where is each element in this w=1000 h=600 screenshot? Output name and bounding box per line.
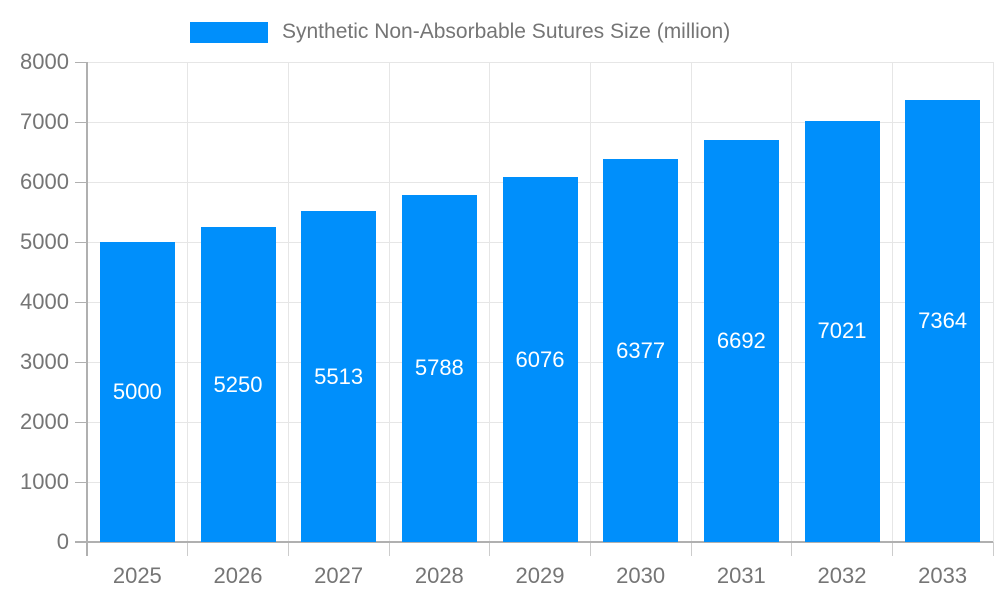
bar-value-label: 5788 <box>414 355 464 381</box>
bar[interactable]: 5788 <box>401 194 477 542</box>
x-axis-tick <box>891 542 893 556</box>
x-axis-tick-label: 2031 <box>716 563 766 588</box>
y-axis-tick-label: 7000 <box>20 109 69 134</box>
y-axis-tick-label: 2000 <box>20 409 69 434</box>
bar-value-label: 6692 <box>716 328 766 354</box>
bar-value-label: 7021 <box>817 318 867 344</box>
bar[interactable]: 7021 <box>804 120 880 542</box>
x-axis-tick <box>489 542 491 556</box>
legend-swatch-icon <box>190 21 268 43</box>
x-axis-tick-label: 2025 <box>112 563 162 588</box>
x-axis-tick <box>690 542 692 556</box>
y-axis-tick-label: 8000 <box>20 49 69 74</box>
y-axis-tick <box>75 61 87 63</box>
y-axis-tick-label: 6000 <box>20 169 69 194</box>
legend-label: Synthetic Non-Absorbable Sutures Size (m… <box>282 20 731 43</box>
x-axis-line <box>75 541 993 543</box>
gridline-horizontal <box>87 121 993 123</box>
gridline-vertical <box>891 62 893 542</box>
x-axis-tick-label: 2030 <box>616 563 666 588</box>
x-axis-tick-label: 2032 <box>817 563 867 588</box>
y-axis-tick <box>75 121 87 123</box>
y-axis-line <box>86 62 88 556</box>
y-axis-tick-label: 3000 <box>20 349 69 374</box>
x-axis-tick-label: 2028 <box>414 563 464 588</box>
x-axis-tick-label: 2027 <box>314 563 364 588</box>
bar-value-label: 5513 <box>314 363 364 389</box>
x-axis-tick <box>388 542 390 556</box>
gridline-vertical <box>187 62 189 542</box>
bar[interactable]: 6076 <box>502 177 578 542</box>
bar[interactable]: 6377 <box>603 159 679 542</box>
bar[interactable]: 5000 <box>99 242 175 542</box>
bar-value-label: 6377 <box>616 337 666 363</box>
y-axis-tick <box>75 481 87 483</box>
x-axis-tick-label: 2029 <box>515 563 565 588</box>
y-axis-tick <box>75 241 87 243</box>
gridline-vertical <box>690 62 692 542</box>
bar[interactable]: 6692 <box>703 140 779 542</box>
bar-value-label: 5000 <box>112 379 162 404</box>
y-axis-tick-label: 4000 <box>20 289 69 314</box>
x-axis-tick <box>992 542 994 556</box>
x-axis-tick-label: 2033 <box>918 563 968 588</box>
y-axis-tick-label: 5000 <box>20 229 69 254</box>
bar[interactable]: 7364 <box>905 100 981 542</box>
y-axis-tick-label: 1000 <box>20 469 69 494</box>
x-axis-tick <box>187 542 189 556</box>
x-axis-tick <box>791 542 793 556</box>
gridline-vertical <box>589 62 591 542</box>
gridline-vertical <box>791 62 793 542</box>
gridline-vertical <box>992 62 994 542</box>
y-axis-tick <box>75 421 87 423</box>
bar[interactable]: 5513 <box>301 211 377 542</box>
legend-item[interactable]: Synthetic Non-Absorbable Sutures Size (m… <box>190 17 730 47</box>
bar-value-label: 5250 <box>213 371 263 397</box>
x-axis-tick-label: 2026 <box>213 563 263 588</box>
gridline-vertical <box>489 62 491 542</box>
x-axis-tick <box>287 542 289 556</box>
gridline-horizontal <box>87 61 993 63</box>
x-axis-tick <box>589 542 591 556</box>
bar[interactable]: 5250 <box>200 227 276 542</box>
gridline-vertical <box>287 62 289 542</box>
y-axis-tick <box>75 301 87 303</box>
y-axis-tick <box>75 361 87 363</box>
bar-value-label: 7364 <box>918 308 968 334</box>
y-axis-tick-label: 0 <box>56 529 69 554</box>
gridline-vertical <box>388 62 390 542</box>
bar-value-label: 6076 <box>515 346 565 372</box>
y-axis-tick <box>75 181 87 183</box>
